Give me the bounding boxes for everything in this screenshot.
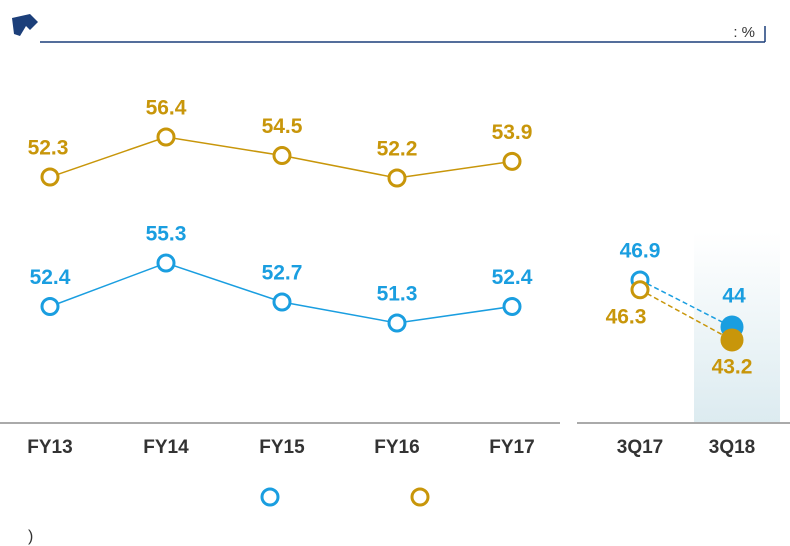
data-label: 53.9: [492, 121, 533, 144]
series-line: [639, 279, 733, 328]
data-label: 44: [722, 285, 746, 308]
x-tick-label: FY16: [374, 437, 419, 458]
data-label: 51.3: [377, 283, 418, 306]
x-tick-label: FY13: [27, 437, 72, 458]
x-tick-label: FY14: [143, 437, 189, 458]
point: [156, 127, 176, 147]
point: [387, 168, 407, 188]
point: [156, 253, 176, 273]
point: [630, 280, 650, 300]
x-tick-label: 3Q18: [709, 437, 755, 458]
logo: [12, 14, 38, 36]
x-tick-label: FY17: [489, 437, 534, 458]
legend-marker: [260, 487, 280, 507]
x-tick-label: 3Q17: [617, 437, 663, 458]
data-label: 54.5: [262, 115, 303, 138]
data-label: 55.3: [146, 223, 187, 246]
data-label: 46.9: [620, 240, 661, 263]
unit: : %: [733, 24, 755, 41]
data-label: 56.4: [146, 97, 187, 120]
point: [40, 297, 60, 316]
point: [387, 313, 407, 333]
point: [502, 297, 522, 316]
data-label: 46.3: [606, 305, 647, 328]
legend-marker: [410, 487, 430, 507]
data-label: 43.2: [712, 356, 753, 379]
point: [272, 146, 292, 166]
data-label: 52.4: [492, 266, 533, 289]
point: [40, 167, 60, 187]
point: [720, 328, 744, 352]
series-line: [639, 289, 733, 341]
data-label: 52.3: [28, 137, 69, 160]
data-label: 52.7: [262, 262, 303, 285]
x-tick-label: FY15: [259, 437, 305, 458]
point: [272, 292, 292, 312]
data-label: 52.2: [377, 138, 418, 161]
footnote: ): [28, 528, 33, 545]
data-label: 52.4: [30, 266, 71, 289]
point: [502, 151, 522, 171]
